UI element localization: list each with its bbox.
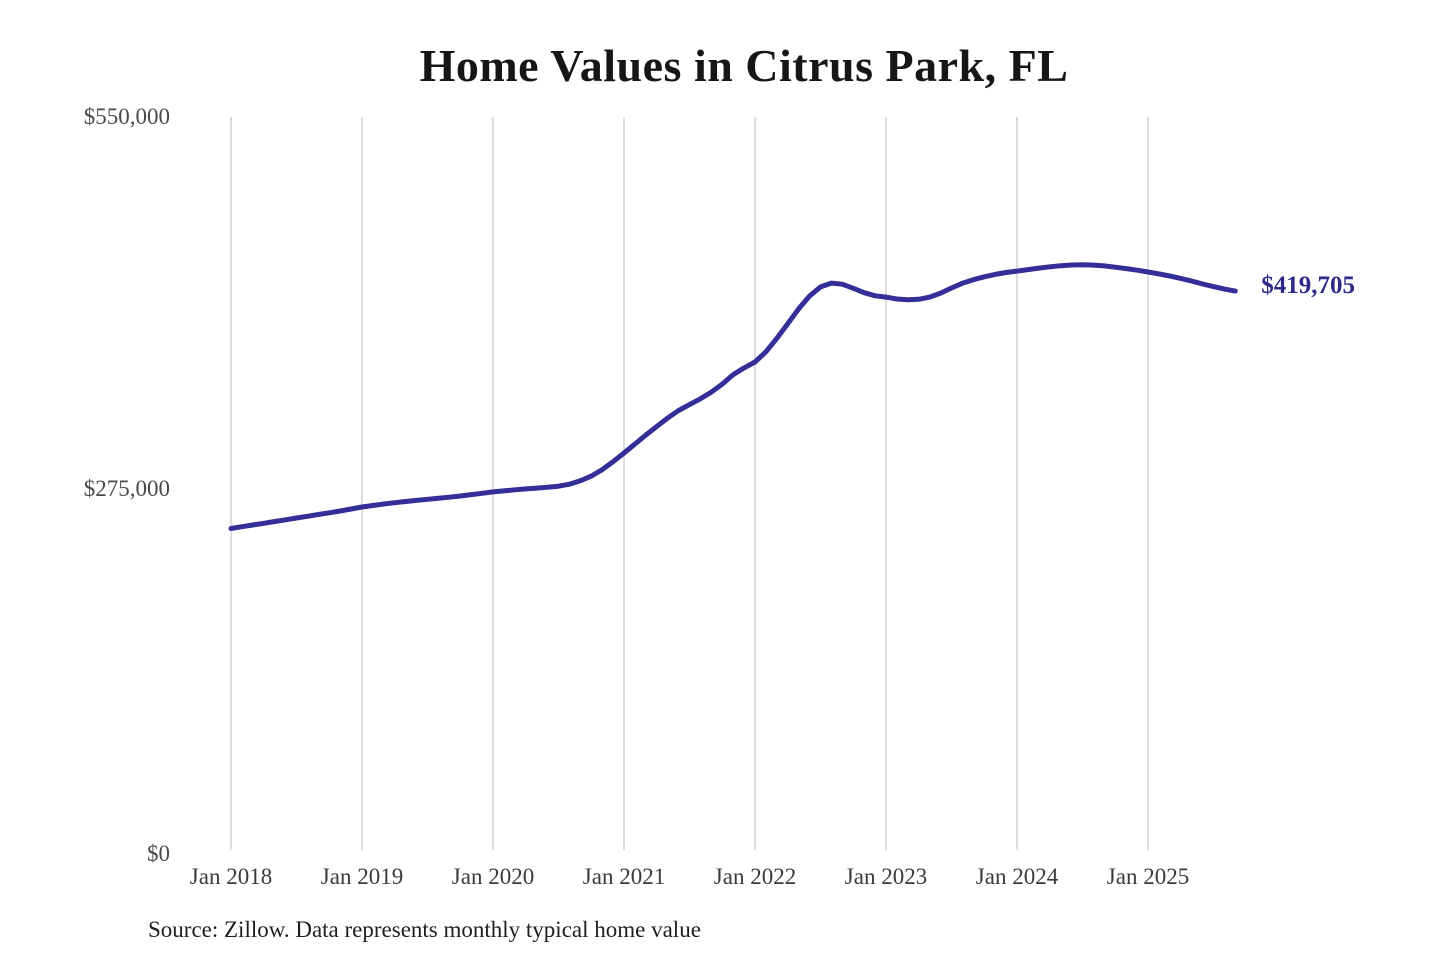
home-value-line [228, 262, 1238, 531]
x-tick-jan-2019: Jan 2019 [321, 864, 403, 889]
source-note: Source: Zillow. Data represents monthly … [148, 917, 701, 942]
x-axis-labels: Jan 2018 Jan 2019 Jan 2020 Jan 2021 Jan … [190, 864, 1189, 889]
current-value-label: $419,705 [1261, 272, 1355, 299]
x-tick-jan-2021: Jan 2021 [583, 864, 665, 889]
x-tick-jan-2022: Jan 2022 [714, 864, 796, 889]
year-gridlines [230, 117, 1149, 850]
x-tick-jan-2023: Jan 2023 [845, 864, 927, 889]
y-tick-275000: $275,000 [84, 476, 170, 501]
x-tick-jan-2020: Jan 2020 [452, 864, 534, 889]
y-tick-550000: $550,000 [84, 104, 170, 129]
chart-title: Home Values in Citrus Park, FL [419, 40, 1069, 91]
y-axis-labels: $550,000 $275,000 $0 [84, 104, 170, 866]
x-tick-jan-2025: Jan 2025 [1107, 864, 1189, 889]
x-tick-jan-2018: Jan 2018 [190, 864, 272, 889]
y-tick-0: $0 [147, 841, 170, 866]
x-tick-jan-2024: Jan 2024 [976, 864, 1059, 889]
